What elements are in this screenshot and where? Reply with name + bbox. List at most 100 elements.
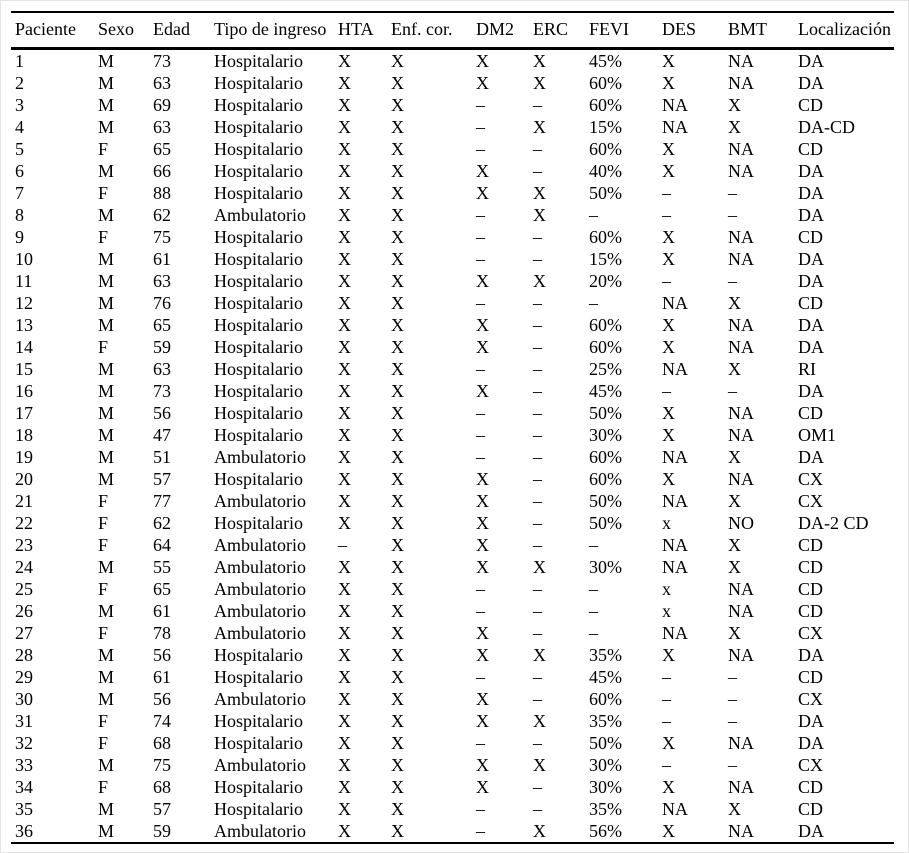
table-cell: X xyxy=(476,689,489,709)
table-cell: X xyxy=(662,425,675,445)
table-cell: DA xyxy=(798,73,824,93)
table-cell: X xyxy=(391,535,404,555)
table-cell: 25% xyxy=(589,359,622,379)
table-cell: 65 xyxy=(153,315,171,335)
table-cell: x xyxy=(662,601,671,621)
table-cell: NA xyxy=(728,51,754,71)
table-cell: X xyxy=(338,315,351,335)
table-cell: 50% xyxy=(589,513,622,533)
table-row: 25 F 65 Ambulatorio X X – – – x NA CD xyxy=(11,578,894,600)
table-cell: X xyxy=(338,205,351,225)
table-cell: – xyxy=(589,601,598,621)
table-cell: Ambulatorio xyxy=(214,557,306,577)
table-cell: – xyxy=(476,249,485,269)
table-cell: X xyxy=(338,623,351,643)
table-cell: X xyxy=(728,95,741,115)
table-cell: X xyxy=(476,513,489,533)
table-cell: 25 xyxy=(15,579,33,599)
table-cell: X xyxy=(391,183,404,203)
table-cell: F xyxy=(98,579,109,599)
table-cell: X xyxy=(662,73,675,93)
table-cell: X xyxy=(391,337,404,357)
table-cell: NA xyxy=(662,557,688,577)
table-cell: 20% xyxy=(589,271,622,291)
table-cell: – xyxy=(533,491,542,511)
table-cell: – xyxy=(589,623,598,643)
table-cell: X xyxy=(391,689,404,709)
table-cell: X xyxy=(476,161,489,181)
table-cell: X xyxy=(728,447,741,467)
table-cell: 5 xyxy=(15,139,24,159)
table-cell: Hospitalario xyxy=(214,381,303,401)
column-header: ERC xyxy=(529,12,585,50)
table-cell: 17 xyxy=(15,403,33,423)
table-cell: DA-CD xyxy=(798,117,855,137)
patients-table: Paciente Sexo Edad Tipo de ingreso HTA Enf. c… xyxy=(11,11,894,844)
table-cell: DA xyxy=(798,51,824,71)
table-row: 18 M 47 Hospitalario X X – – 30% X NA OM1 xyxy=(11,424,894,446)
table-cell: – xyxy=(533,359,542,379)
table-cell: X xyxy=(391,359,404,379)
table-cell: X xyxy=(728,491,741,511)
table-cell: NA xyxy=(728,249,754,269)
table-cell: 10 xyxy=(15,249,33,269)
table-cell: F xyxy=(98,535,109,555)
table-cell: X xyxy=(391,799,404,819)
table-cell: NA xyxy=(728,579,754,599)
table-cell: Hospitalario xyxy=(214,249,303,269)
table-cell: X xyxy=(533,711,546,731)
table-cell: X xyxy=(476,557,489,577)
table-cell: – xyxy=(728,205,737,225)
table-cell: NA xyxy=(728,337,754,357)
table-cell: 50% xyxy=(589,183,622,203)
table-cell: – xyxy=(533,469,542,489)
table-cell: – xyxy=(533,139,542,159)
table-cell: X xyxy=(476,711,489,731)
table-cell: 23 xyxy=(15,535,33,555)
table-cell: 75 xyxy=(153,227,171,247)
table-cell: X xyxy=(391,469,404,489)
table-cell: X xyxy=(476,623,489,643)
table-cell: 60% xyxy=(589,315,622,335)
table-cell: X xyxy=(338,579,351,599)
table-cell: NA xyxy=(662,359,688,379)
table-cell: M xyxy=(98,359,115,379)
table-cell: X xyxy=(476,777,489,797)
table-cell: X xyxy=(391,425,404,445)
table-cell: X xyxy=(533,557,546,577)
table-cell: Hospitalario xyxy=(214,117,303,137)
table-cell: M xyxy=(98,73,115,93)
table-cell: X xyxy=(662,139,675,159)
table-cell: X xyxy=(391,623,404,643)
table-cell: CD xyxy=(798,403,824,423)
table-cell: 30 xyxy=(15,689,33,709)
table-cell: X xyxy=(338,799,351,819)
table-cell: – xyxy=(728,271,737,291)
table-cell: X xyxy=(391,293,404,313)
table-cell: M xyxy=(98,51,115,71)
table-cell: X xyxy=(662,733,675,753)
table-cell: F xyxy=(98,491,109,511)
column-header: DES xyxy=(658,12,724,50)
table-cell: DA xyxy=(798,315,824,335)
table-cell: Hospitalario xyxy=(214,293,303,313)
table-row: 15 M 63 Hospitalario X X – – 25% NA X RI xyxy=(11,358,894,380)
table-cell: X xyxy=(728,359,741,379)
table-cell: – xyxy=(476,667,485,687)
table-cell: X xyxy=(338,95,351,115)
table-cell: NA xyxy=(662,799,688,819)
table-cell: DA xyxy=(798,821,824,841)
table-cell: X xyxy=(338,689,351,709)
table-cell: NA xyxy=(728,777,754,797)
table-cell: X xyxy=(338,51,351,71)
table-cell: – xyxy=(476,579,485,599)
table-cell: NA xyxy=(728,139,754,159)
table-row: 27 F 78 Ambulatorio X X X – – NA X CX xyxy=(11,622,894,644)
table-cell: CX xyxy=(798,469,824,489)
table-cell: X xyxy=(391,73,404,93)
table-cell: CD xyxy=(798,535,824,555)
table-cell: X xyxy=(728,557,741,577)
table-cell: F xyxy=(98,513,109,533)
table-cell: Ambulatorio xyxy=(214,535,306,555)
table-cell: – xyxy=(476,601,485,621)
